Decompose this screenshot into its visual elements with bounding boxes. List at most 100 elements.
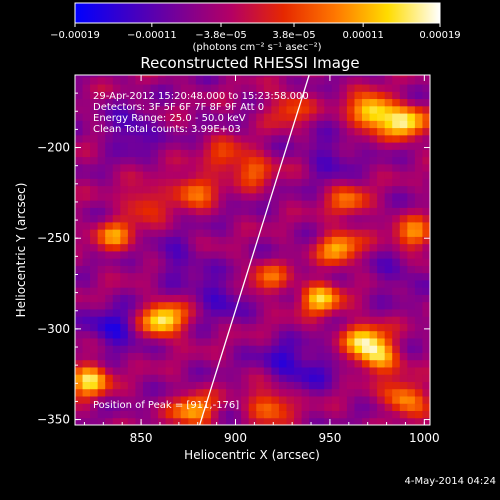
heatmap-cell [354, 352, 363, 361]
heatmap-cell [112, 221, 121, 230]
heatmap-cell [173, 374, 182, 382]
heatmap-cell [309, 250, 318, 259]
heatmap-cell [346, 134, 355, 143]
heatmap-cell [316, 243, 325, 252]
heatmap-cell [173, 301, 182, 310]
heatmap-cell [316, 127, 325, 136]
heatmap-cell [127, 395, 136, 404]
heatmap-cell [142, 98, 152, 107]
heatmap-cell [158, 265, 167, 274]
y-axis-ticks: −200−250−300−350 [37, 74, 430, 427]
heatmap-cell [188, 366, 197, 375]
heatmap-cell [339, 185, 348, 194]
heatmap-cell [120, 388, 129, 397]
heatmap-cell [422, 352, 430, 361]
heatmap-cell [226, 381, 235, 390]
heatmap-cell [218, 323, 227, 332]
heatmap-cell [210, 163, 220, 172]
heatmap-cell [180, 345, 189, 353]
heatmap-cell [120, 359, 129, 368]
heatmap-cell [127, 134, 136, 143]
heatmap-cell [112, 120, 121, 129]
heatmap-cell [384, 192, 393, 201]
heatmap-cell [309, 134, 318, 143]
heatmap-cell [97, 76, 106, 85]
heatmap-cell [414, 301, 423, 310]
heatmap-cell [369, 75, 378, 78]
heatmap-cell [301, 156, 310, 165]
heatmap-cell [286, 366, 295, 375]
heatmap-cell [195, 374, 204, 382]
heatmap-cell [362, 236, 371, 245]
heatmap-cell [346, 75, 355, 78]
heatmap-cell [362, 171, 371, 179]
heatmap-cell [407, 395, 416, 404]
heatmap-cell [399, 410, 408, 419]
heatmap-cell [324, 243, 333, 252]
heatmap-cell [142, 388, 152, 397]
heatmap-cell [271, 243, 280, 252]
heatmap-cell [414, 149, 423, 158]
heatmap-cell [233, 178, 242, 187]
heatmap-cell [309, 120, 318, 129]
heatmap-cell [226, 287, 235, 295]
heatmap-cell [105, 337, 114, 346]
heatmap-cell [384, 113, 393, 121]
heatmap-cell [135, 84, 144, 92]
heatmap-cell [112, 337, 121, 346]
heatmap-cell [339, 76, 348, 85]
heatmap-cell [354, 308, 363, 317]
heatmap-cell [203, 417, 212, 425]
heatmap-cell [226, 337, 235, 346]
heatmap-cell [210, 120, 220, 129]
heatmap-cell [105, 156, 114, 165]
heatmap-cell [407, 113, 416, 121]
heatmap-cell [392, 84, 401, 92]
heatmap-cell [377, 156, 386, 165]
heatmap-cell [112, 236, 121, 245]
heatmap-cell [127, 142, 136, 150]
heatmap-cell [120, 134, 129, 143]
heatmap-cell [286, 171, 295, 179]
heatmap-cell [203, 301, 212, 310]
heatmap-cell [158, 279, 167, 288]
heatmap-cell [195, 388, 204, 397]
heatmap-cell [256, 134, 265, 143]
heatmap-cell [331, 171, 340, 179]
heatmap-cell [248, 91, 257, 100]
heatmap-cell [226, 250, 235, 259]
heatmap-cell [263, 127, 272, 136]
heatmap-cell [309, 337, 318, 346]
heatmap-cell [226, 127, 235, 136]
heatmap-cell [165, 287, 174, 295]
heatmap-cell [218, 91, 227, 100]
heatmap-cell [294, 374, 303, 382]
heatmap-cell [286, 250, 295, 259]
heatmap-cell [165, 156, 174, 165]
heatmap-cell [135, 156, 144, 165]
heatmap-cell [414, 359, 423, 368]
heatmap-cell [339, 156, 348, 165]
heatmap-cell [256, 156, 265, 165]
heatmap-cell [263, 294, 272, 303]
heatmap-cell [422, 250, 430, 259]
heatmap-cell [263, 272, 272, 281]
heatmap-cell [248, 359, 257, 368]
heatmap-cell [203, 330, 212, 339]
heatmap-cell [97, 229, 106, 237]
heatmap-cell [414, 75, 423, 78]
heatmap-cell [188, 185, 197, 194]
heatmap-cell [392, 374, 401, 382]
heatmap-cell [180, 316, 189, 324]
heatmap-cell [294, 243, 303, 252]
heatmap-cell [195, 75, 204, 78]
heatmap-cell [120, 243, 129, 252]
heatmap-cell [331, 149, 340, 158]
heatmap-cell [324, 381, 333, 390]
heatmap-cell [188, 417, 197, 425]
heatmap-cell [339, 272, 348, 281]
heatmap-cell [165, 207, 174, 216]
heatmap-cell [309, 403, 318, 411]
heatmap-cell [309, 192, 318, 201]
heatmap-cell [263, 395, 272, 404]
